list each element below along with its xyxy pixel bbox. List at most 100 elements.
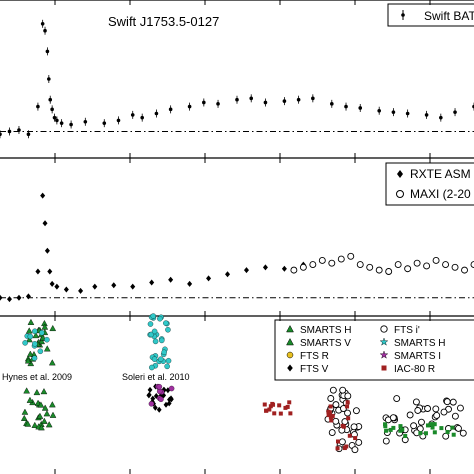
data-point [423,262,431,270]
data-point [366,263,374,271]
data-point [168,276,174,283]
data-point [281,265,287,272]
data-point [83,119,88,124]
data-point [152,338,159,345]
data-point [39,329,45,336]
data-point [432,430,437,435]
data-point [37,401,45,408]
data-point [150,395,156,402]
legend-marker-open-circle [396,190,404,198]
data-point [38,338,46,345]
data-point [27,318,35,325]
data-point [40,417,48,424]
data-point [327,395,335,402]
data-point [389,414,397,422]
data-point [148,401,155,407]
data-point [414,407,422,414]
data-point [17,128,21,132]
data-point [290,266,298,274]
data-point [285,404,290,409]
data-point [163,320,169,326]
data-point [318,257,326,264]
data-point [268,404,273,409]
data-point [423,431,428,436]
data-point [43,28,47,33]
data-point [167,396,172,403]
data-point [393,395,401,403]
data-point [21,408,29,415]
data-point [111,282,117,289]
legend-label: FTS V [300,364,329,375]
annotation-hynes: Hynes et al. 2009 [2,372,72,382]
data-point [377,108,382,113]
legend-marker [379,350,389,359]
data-point [140,115,144,120]
data-point [48,359,56,366]
data-point [383,422,388,427]
data-point [150,313,157,319]
data-point [78,287,84,294]
data-point [344,409,351,417]
data-point [206,275,212,282]
data-point [358,106,363,110]
data-point [264,408,269,413]
data-point [340,423,345,428]
data-point [329,386,337,394]
data-point [287,400,292,405]
legend-box [385,162,474,206]
data-point [25,327,33,334]
data-point [439,115,443,120]
data-point [151,328,158,335]
data-point [165,357,172,364]
data-point [38,424,45,431]
legend-label: SMARTS I [394,351,441,362]
data-point [49,401,56,408]
data-point [335,439,340,444]
data-point [55,118,59,123]
data-point [44,336,50,343]
panel-rxte-maxi: RXTE ASM MAXI (2-20 keV) [0,162,474,317]
data-point [24,420,32,427]
data-point [277,403,282,408]
data-point [461,266,468,274]
data-point [347,433,352,438]
panel-title: Swift J1753.5-0127 [108,14,219,29]
data-point [41,404,49,411]
data-point [330,102,334,106]
data-point [432,257,440,264]
data-point [92,283,98,290]
data-point [262,402,267,407]
data-point [382,437,390,445]
data-point [412,398,420,406]
data-point [417,418,425,426]
data-point [249,96,254,101]
data-point [146,392,152,399]
data-point [403,433,408,438]
legend-marker-dot [401,13,405,17]
data-point [24,357,32,364]
data-point [326,413,331,418]
data-point [157,356,164,362]
data-point [344,104,348,109]
data-point [346,416,351,421]
data-point [439,426,444,431]
data-point [50,107,54,112]
data-point [166,400,172,407]
data-point [20,414,28,421]
data-point [0,132,2,136]
data-point [455,424,462,432]
legend-marker [286,324,294,333]
data-point [45,49,50,54]
data-point [299,263,307,271]
data-point [26,132,31,136]
data-point [26,336,33,343]
data-point [443,398,451,406]
data-point [116,118,121,123]
data-point [329,414,334,419]
legend-label: FTS i' [394,325,420,336]
legend-box [387,3,474,27]
data-point [278,411,283,416]
data-point [356,261,364,269]
data-point [456,404,464,412]
data-point [309,261,317,269]
